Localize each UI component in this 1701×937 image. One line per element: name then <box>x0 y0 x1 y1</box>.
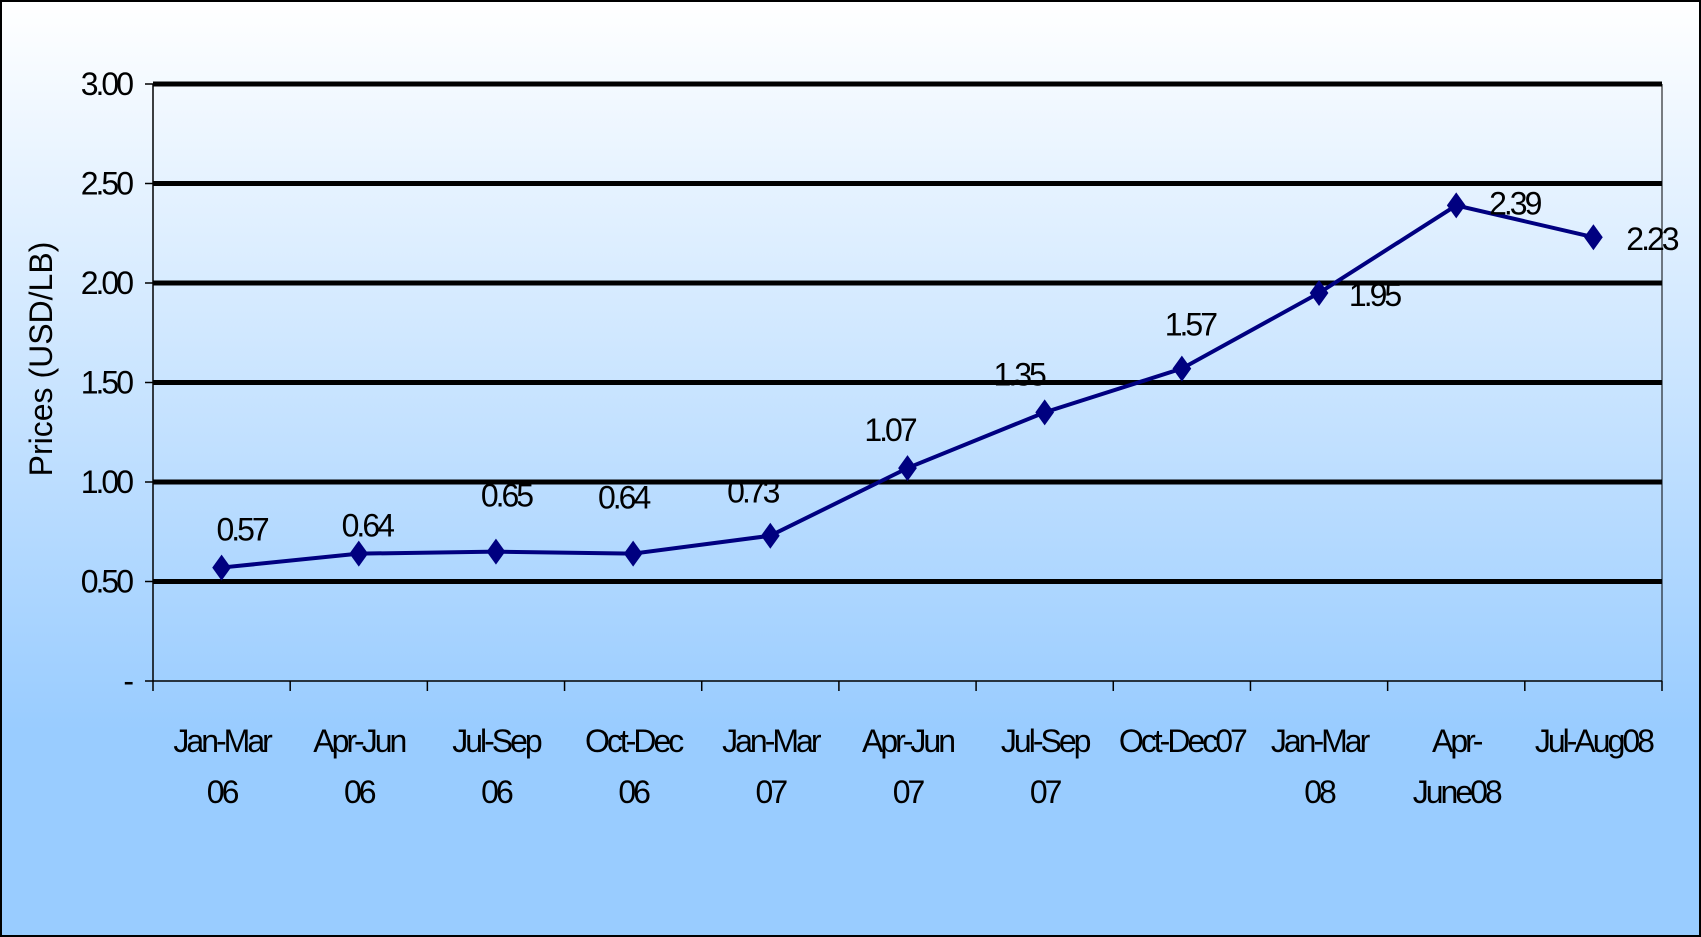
data-label: 0.64 <box>342 508 394 544</box>
x-tick-label: Apr-Jun 06 <box>313 723 405 810</box>
y-axis-title: Prices (USD/LB) <box>23 242 59 477</box>
y-tick-label: 2.50 <box>81 166 133 202</box>
data-label: 1.95 <box>1349 277 1401 313</box>
data-point-marker <box>1035 399 1055 426</box>
x-tick-label: Jan-Mar 08 <box>1271 723 1371 810</box>
y-tick-label: 1.50 <box>81 365 133 401</box>
y-tick-label: 3.00 <box>81 66 133 102</box>
data-point-marker <box>898 455 917 482</box>
x-tick-label: Jul-Aug08 <box>1535 723 1654 759</box>
gridlines <box>153 81 1662 584</box>
data-point-marker <box>623 540 643 567</box>
data-point-marker <box>760 522 780 549</box>
data-label: 2.23 <box>1626 221 1678 257</box>
x-tick-label: Jul-Sep 07 <box>1001 723 1091 810</box>
data-markers <box>212 192 1603 581</box>
data-label: 2.39 <box>1489 185 1541 221</box>
axes <box>145 83 1663 691</box>
data-point-marker <box>349 540 369 567</box>
data-point-marker <box>1309 279 1329 306</box>
x-tick-label: Apr-Jun 07 <box>862 723 954 810</box>
x-tick-labels: Jan-Mar 06 Apr-Jun 06 Jul-Sep 06 Oct-Dec 06 Jan-… <box>173 723 1657 810</box>
y-tick-label: 0.50 <box>81 564 133 600</box>
x-tick-label: Oct-Dec 06 <box>585 723 684 810</box>
y-tick-labels: -0.501.001.502.002.503.00 <box>81 66 137 699</box>
x-tick-label: Jan-Mar 06 <box>173 723 273 810</box>
x-tick-label: Apr-June08 <box>1413 723 1502 810</box>
data-point-marker <box>486 538 506 565</box>
data-label: 0.65 <box>481 478 533 514</box>
data-point-marker <box>1584 224 1603 251</box>
data-label: 1.35 <box>994 356 1046 392</box>
data-label: 0.57 <box>216 512 268 548</box>
x-tick-label: Oct-Dec07 <box>1119 723 1247 759</box>
x-tick-label: Jan-Mar 07 <box>722 723 822 810</box>
data-point-marker <box>1172 355 1192 382</box>
data-point-marker <box>212 554 231 581</box>
y-tick-label: 1.00 <box>81 464 133 500</box>
data-label: 1.57 <box>1165 307 1217 343</box>
data-labels: 0.57 0.64 0.65 0.64 0.73 1.07 1.35 1.57 1.95 2.39… <box>216 185 1681 548</box>
y-tick-label: 2.00 <box>81 265 133 301</box>
data-label: 0.64 <box>598 480 650 516</box>
data-point-marker <box>1446 192 1466 219</box>
x-tick-label: Jul-Sep 06 <box>452 723 542 810</box>
data-label: 0.73 <box>727 474 779 510</box>
data-label: 1.07 <box>864 412 916 448</box>
